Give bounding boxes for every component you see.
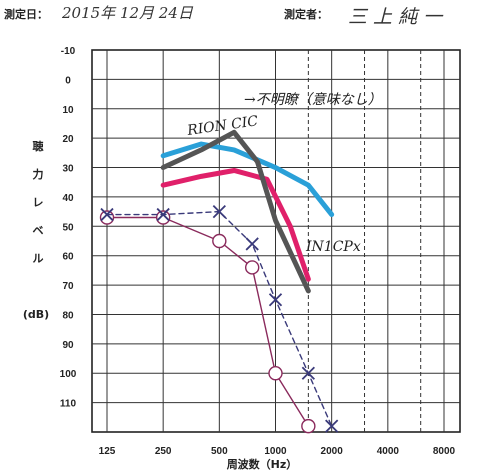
- x-tick-label: 4000: [377, 446, 400, 457]
- y-tick-label: -10: [61, 46, 76, 57]
- data-point-cross: [156, 207, 170, 222]
- y-tick-label: 30: [62, 164, 74, 175]
- annotation-in1cp: IN1CPx: [305, 239, 361, 255]
- date-label: 測定日：: [4, 9, 48, 21]
- y-axis-title-char: 聴: [33, 139, 44, 153]
- data-point-circle: [244, 260, 260, 275]
- x-tick-label: 8000: [433, 446, 456, 457]
- data-point-cross: [100, 207, 114, 222]
- data-point-cross: [212, 204, 226, 219]
- y-axis-unit: (dB): [23, 308, 49, 321]
- series-line-3: [160, 167, 311, 282]
- data-point-circle: [268, 366, 283, 381]
- data-point-cross: [245, 237, 259, 251]
- y-tick-label: 70: [62, 281, 74, 292]
- x-tick-label: 125: [99, 446, 116, 457]
- data-point-circle: [301, 418, 316, 434]
- y-axis-title-char: レ: [33, 196, 44, 209]
- y-tick-label: 110: [60, 399, 77, 410]
- tester-label: 測定者：: [284, 9, 328, 21]
- x-tick-label: 500: [211, 446, 228, 457]
- data-point-cross: [301, 366, 315, 380]
- y-axis-title-char: 力: [33, 167, 44, 181]
- x-tick-label: 2000: [321, 446, 344, 457]
- chart-series: [99, 129, 339, 434]
- y-tick-label: 20: [62, 134, 74, 145]
- x-axis-title: 周波数（Hz）: [227, 457, 298, 471]
- x-axis-ticks: 125 250 500 1000 2000 4000 8000: [99, 446, 456, 457]
- y-tick-label: 50: [62, 222, 74, 233]
- y-axis-ticks: -10 0 10 20 30 40 50 60 70 80 90 100 110: [60, 46, 77, 410]
- x-tick-label: 250: [155, 446, 172, 457]
- annotation-unclear: →不明瞭（意味なし）: [244, 92, 382, 108]
- x-tick-label: 1000: [264, 446, 287, 457]
- data-point-circle: [155, 210, 171, 225]
- y-tick-label: 60: [62, 252, 74, 263]
- y-tick-label: 90: [62, 340, 74, 351]
- series-line-0: [106, 216, 310, 427]
- y-axis-title-char: ル: [33, 252, 44, 265]
- y-tick-label: 100: [60, 369, 77, 380]
- data-point-circle: [212, 233, 227, 249]
- y-tick-label: 80: [62, 310, 74, 321]
- series-line-4: [160, 129, 311, 294]
- data-point-cross: [268, 293, 283, 307]
- data-point-circle: [99, 210, 115, 225]
- date-value: 2015年 12月 24日: [62, 4, 193, 22]
- y-tick-label: 10: [62, 105, 74, 116]
- y-tick-label: 0: [65, 75, 71, 86]
- data-point-cross: [325, 419, 339, 433]
- tester-value: 三 上 純 一: [348, 6, 443, 28]
- annotation-rion: RION CIC: [185, 113, 259, 139]
- y-tick-label: 40: [62, 193, 74, 204]
- y-axis-title-char: ベ: [33, 224, 44, 237]
